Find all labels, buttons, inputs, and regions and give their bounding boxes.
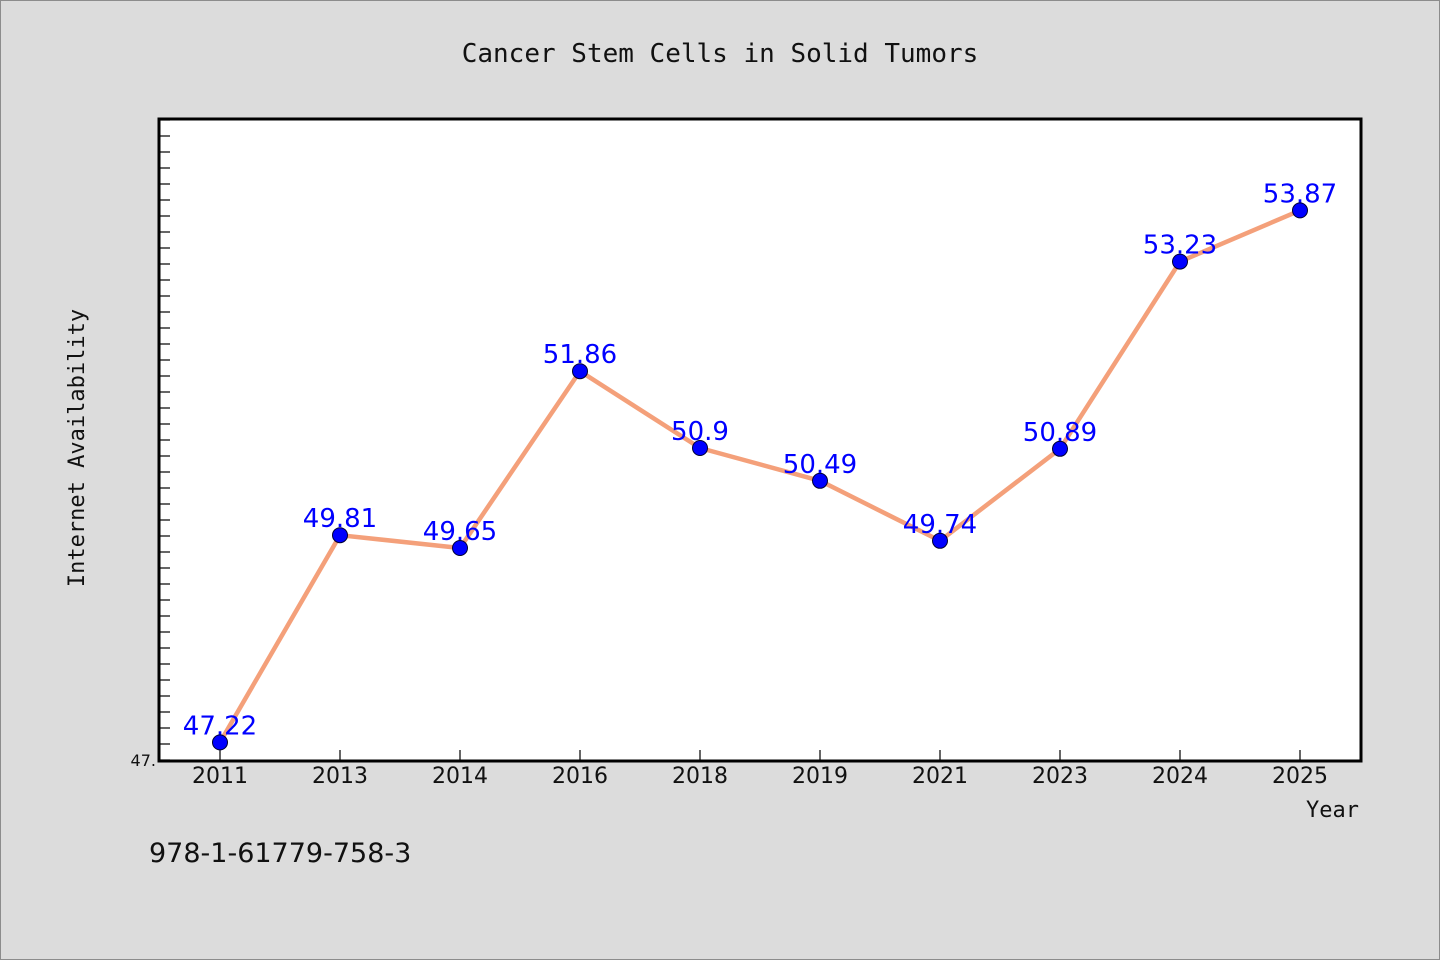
plot-area [157, 117, 1363, 763]
data-label: 49.74 [903, 510, 977, 540]
x-tick-label: 2023 [1032, 764, 1088, 789]
x-tick-label: 2014 [432, 764, 488, 789]
data-point [212, 734, 228, 751]
data-label: 53.23 [1143, 231, 1217, 261]
x-tick-label: 2025 [1272, 764, 1328, 789]
x-tick-label: 2016 [552, 764, 608, 789]
data-label: 49.81 [303, 504, 377, 534]
data-point [1292, 202, 1308, 219]
data-label: 51.86 [543, 340, 617, 370]
x-tick-label: 2021 [912, 764, 968, 789]
y-tick-label: 47. [131, 751, 156, 770]
data-point [812, 472, 828, 489]
data-label: 50.49 [783, 450, 857, 480]
data-point [692, 440, 708, 456]
isbn-footer: 978-1-61779-758-3 [149, 838, 411, 869]
data-point [332, 527, 348, 544]
x-tick-label: 2011 [192, 764, 248, 789]
y-axis-ticks: 47. [131, 119, 170, 770]
x-tick-label: 2024 [1152, 764, 1208, 789]
y-axis-label: Internet Availability [65, 309, 90, 587]
x-tick-label: 2013 [312, 764, 368, 789]
x-tick-label: 2018 [672, 764, 728, 789]
chart-title: Cancer Stem Cells in Solid Tumors [462, 39, 979, 69]
data-point [1172, 253, 1188, 270]
x-axis-label: Year [1306, 798, 1359, 823]
data-point [1052, 440, 1068, 457]
data-labels-group: 47.22 49.81 49.65 51.86 50.9 50.49 49.74 50.89 5… [183, 179, 1337, 741]
x-axis-ticks: 2011 2013 2014 2016 2018 2019 2021 2023 2024 2025 [192, 750, 1328, 789]
data-label: 50.89 [1023, 418, 1097, 448]
x-tick-label: 2019 [792, 764, 848, 789]
series-line [217, 208, 1303, 745]
data-label: 53.87 [1263, 179, 1337, 209]
data-label: 47.22 [183, 711, 257, 741]
data-label: 49.65 [423, 517, 497, 547]
data-point [572, 363, 588, 380]
data-label: 50.9 [671, 417, 729, 447]
data-point [932, 532, 948, 549]
data-point [452, 540, 468, 556]
series-line-group [212, 202, 1308, 751]
